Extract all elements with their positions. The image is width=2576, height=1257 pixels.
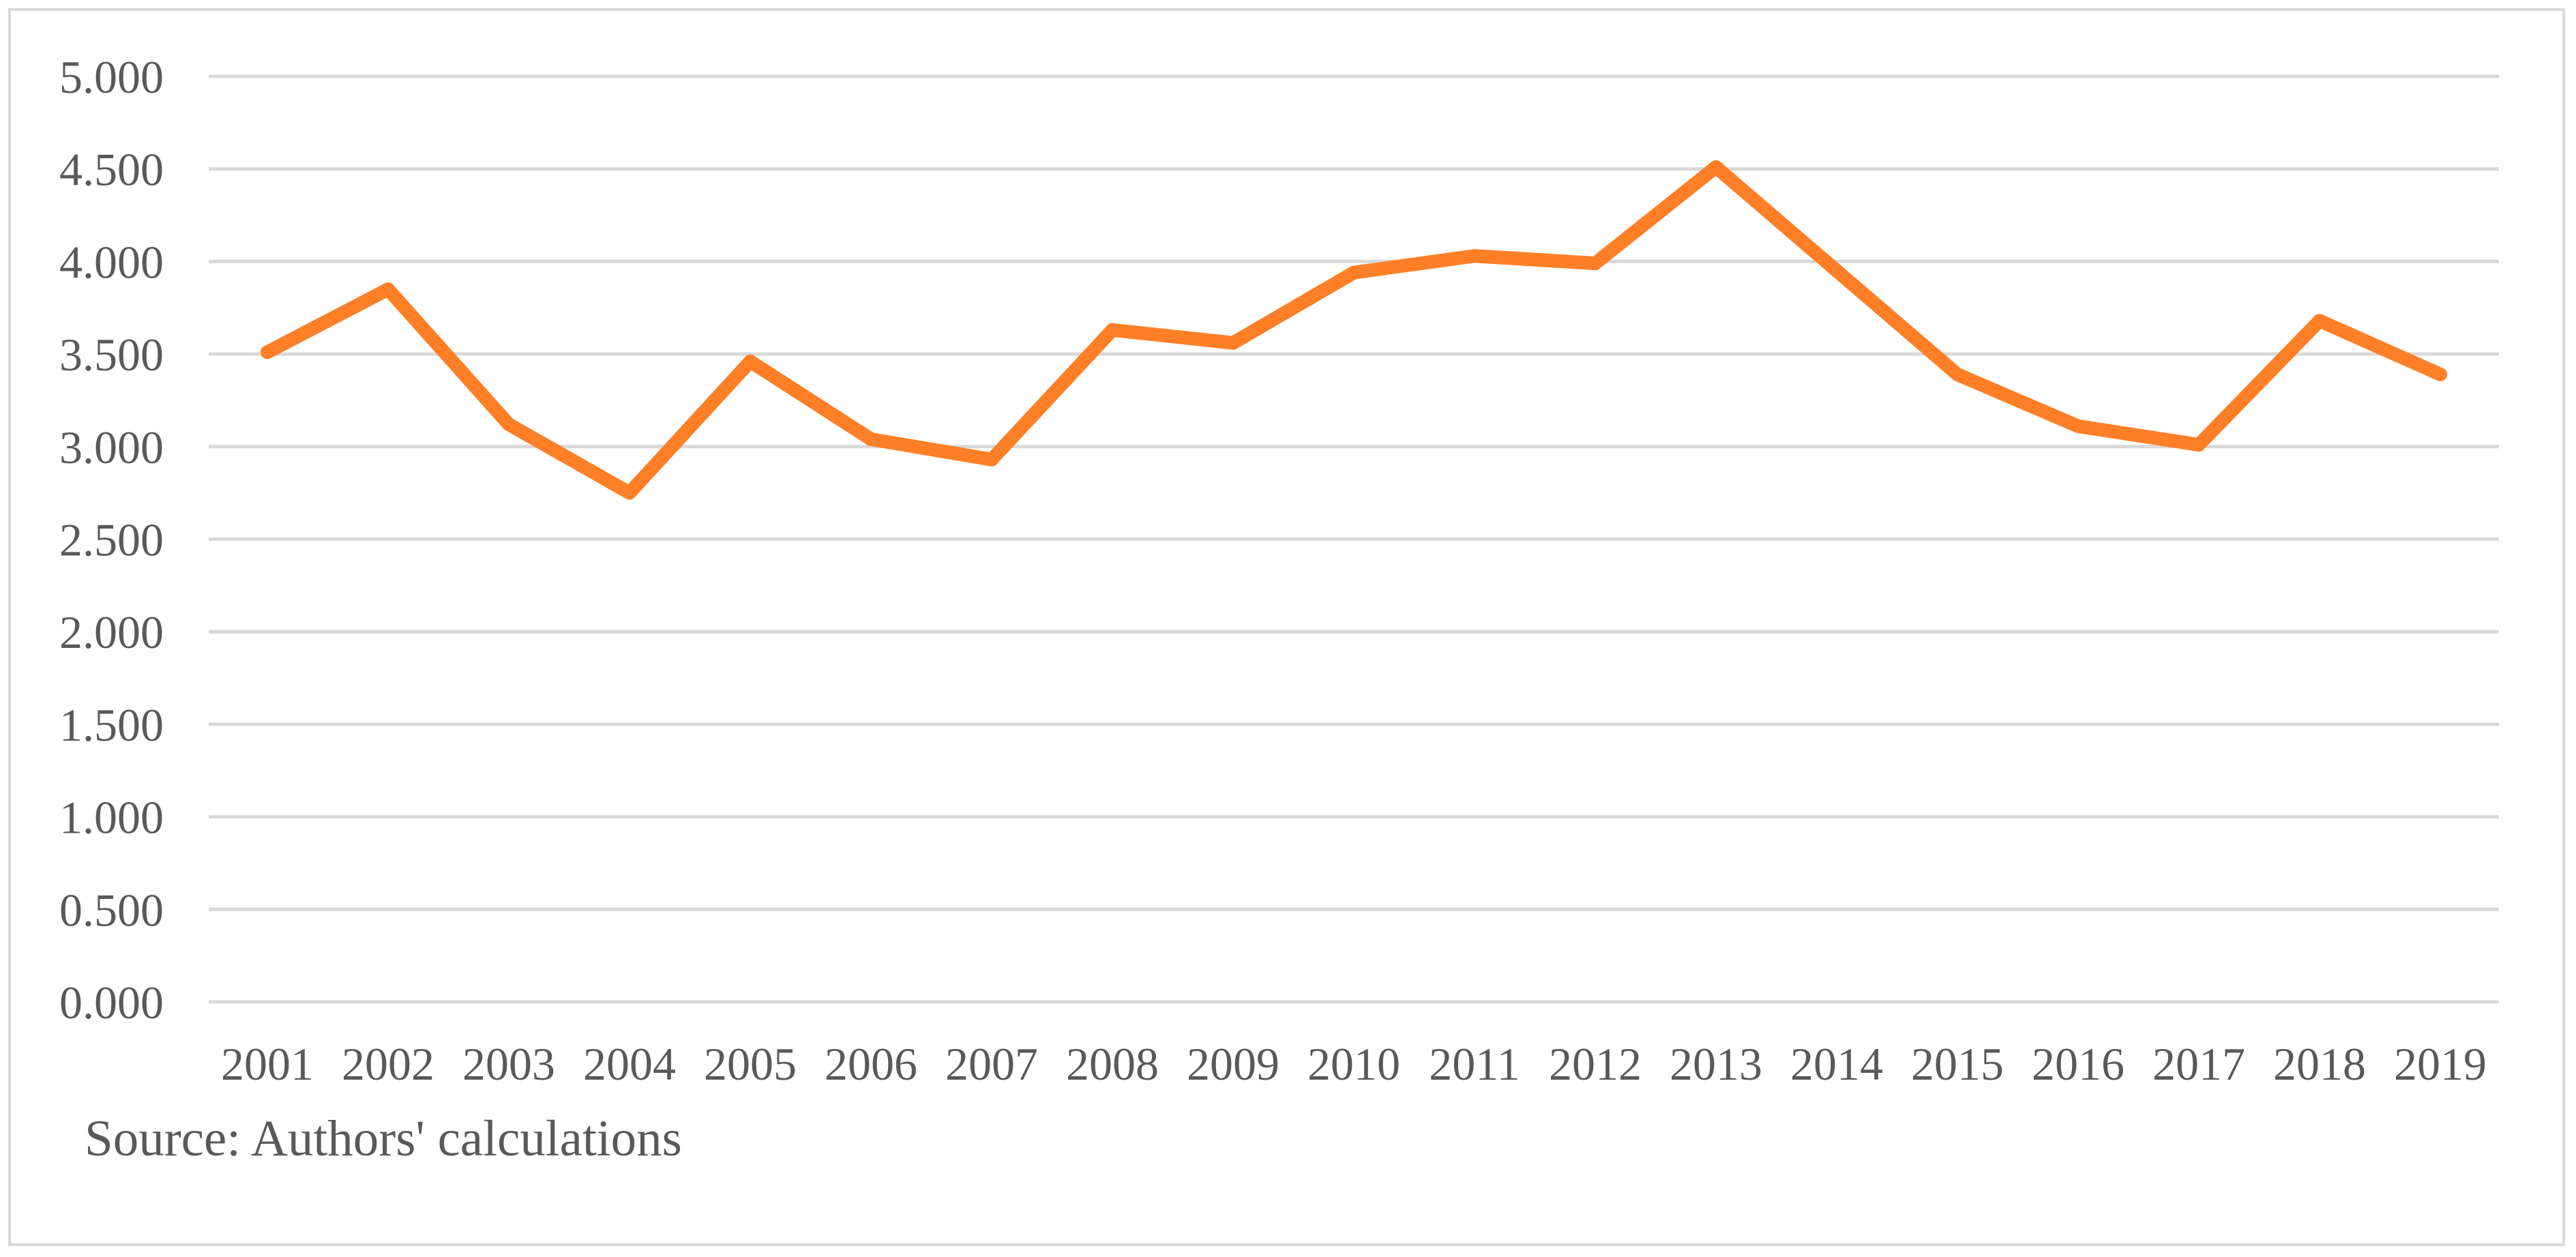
x-tick-label: 2003 [462, 1038, 555, 1090]
x-tick-label: 2008 [1066, 1038, 1159, 1090]
x-tick-label: 2016 [2032, 1038, 2125, 1090]
data-point-2019 [2433, 367, 2447, 381]
x-tick-label: 2019 [2394, 1038, 2487, 1090]
gridlines [209, 74, 2499, 1004]
data-point-2003 [502, 417, 516, 432]
data-point-2014 [1830, 263, 1844, 278]
x-tick-label: 2005 [704, 1038, 797, 1090]
data-point-2015 [1951, 367, 1964, 381]
series-layer [261, 160, 2447, 500]
x-tick-label: 2017 [2152, 1038, 2245, 1090]
y-tick-label: 0.500 [59, 884, 164, 936]
y-tick-label: 1.000 [59, 792, 164, 844]
data-point-2004 [623, 486, 636, 500]
chart-frame [8, 8, 2565, 1246]
data-point-2001 [261, 345, 274, 359]
data-point-2012 [1588, 256, 1602, 271]
x-tick-label: 2015 [1911, 1038, 2004, 1090]
y-tick-label: 5.000 [59, 51, 164, 103]
x-tick-label: 2007 [945, 1038, 1038, 1090]
x-tick-label: 2012 [1549, 1038, 1642, 1090]
data-point-2005 [743, 354, 757, 368]
data-point-2017 [2192, 438, 2206, 452]
data-point-2011 [1468, 249, 1481, 263]
x-tick-label: 2011 [1429, 1038, 1520, 1090]
y-tick-label: 3.500 [59, 329, 164, 381]
x-tick-label: 2018 [2273, 1038, 2366, 1090]
x-tick-label: 2009 [1187, 1038, 1279, 1090]
y-tick-label: 2.500 [59, 514, 164, 566]
data-point-2018 [2313, 314, 2326, 328]
data-point-2008 [1106, 323, 1119, 337]
data-point-2007 [985, 452, 998, 467]
x-tick-label: 2004 [583, 1038, 676, 1090]
data-point-2002 [381, 282, 395, 297]
series-line [261, 160, 2447, 500]
y-tick-label: 2.000 [59, 606, 164, 658]
y-tick-label: 4.500 [59, 144, 164, 196]
y-tick-label: 0.000 [59, 977, 164, 1029]
data-point-2016 [2071, 419, 2085, 433]
data-point-2013 [1709, 160, 1723, 174]
data-point-2006 [864, 432, 878, 446]
x-tick-label: 2001 [221, 1038, 314, 1090]
y-tick-label: 1.500 [59, 699, 164, 751]
x-tick-label: 2002 [342, 1038, 434, 1090]
x-tick-label: 2010 [1307, 1038, 1400, 1090]
x-tick-label: 2014 [1790, 1038, 1883, 1090]
y-axis-tick-labels: 0.000 0.500 1.000 1.500 2.000 2.500 3.000 3.500… [59, 51, 164, 1029]
data-point-2010 [1347, 265, 1361, 280]
x-tick-label: 2006 [825, 1038, 917, 1090]
data-point-2009 [1226, 336, 1240, 350]
source-note: Source: Authors' calculations [85, 1110, 682, 1167]
x-tick-label: 2013 [1670, 1038, 1762, 1090]
y-tick-label: 4.000 [59, 236, 164, 288]
y-tick-label: 3.000 [59, 422, 164, 473]
x-axis-tick-labels: 2001 2002 2003 2004 2005 2006 2007 2008 2009 2010… [221, 1038, 2487, 1090]
